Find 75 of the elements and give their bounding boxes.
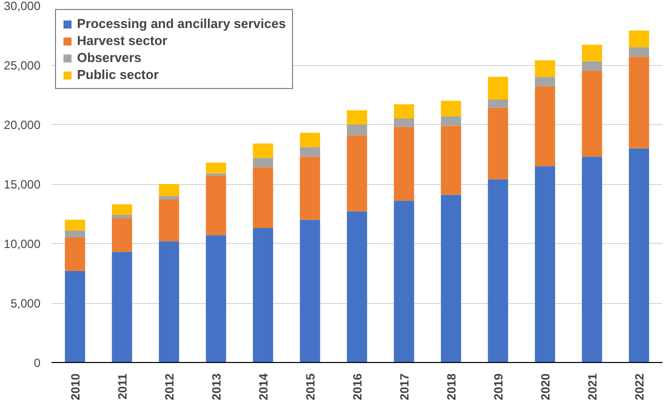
x-tick-label: 2018 (444, 373, 458, 400)
bar (206, 162, 226, 174)
bar (394, 118, 414, 127)
bar (628, 30, 650, 48)
bar (534, 60, 556, 77)
bar (158, 241, 180, 362)
bar (300, 156, 320, 220)
x-tick-label: 2020 (538, 373, 552, 400)
y-tick-label: 15,000 (4, 178, 41, 192)
bar (112, 204, 132, 215)
bar (252, 228, 274, 362)
x-tick-label: 2011 (116, 373, 130, 400)
y-tick-label: 25,000 (4, 58, 41, 72)
bar (534, 166, 556, 362)
x-tick-label: 2017 (398, 373, 412, 400)
x-tick-label: 2015 (304, 373, 318, 400)
bar (252, 144, 274, 158)
bar (582, 70, 602, 157)
x-tick-label: 2010 (68, 373, 82, 400)
bar (440, 116, 462, 126)
bar (64, 238, 86, 271)
legend-label: Observers (77, 50, 142, 65)
bar (64, 220, 86, 230)
bar (440, 100, 462, 116)
bar (346, 124, 368, 136)
legend-label: Processing and ancillary services (77, 16, 286, 31)
legend-label: Public sector (77, 67, 159, 82)
bar (394, 104, 414, 119)
legend-label: Harvest sector (77, 33, 168, 48)
y-tick-label: 20,000 (4, 118, 41, 132)
bar (628, 148, 650, 362)
x-tick-label: 2014 (256, 373, 270, 400)
bar (534, 76, 556, 86)
bar (158, 184, 180, 196)
bar (206, 176, 226, 236)
bar (252, 167, 274, 228)
bar (628, 47, 650, 57)
bar (394, 200, 414, 362)
bar (252, 158, 274, 168)
bar (346, 211, 368, 362)
bar (300, 132, 320, 148)
bar (488, 108, 508, 180)
bar (112, 214, 132, 219)
x-tick-label: 2012 (162, 373, 176, 400)
bar (112, 218, 132, 252)
bar (112, 252, 132, 362)
bar (158, 199, 180, 242)
x-tick-label: 2019 (492, 373, 506, 400)
bar (582, 156, 602, 362)
bar (488, 179, 508, 362)
bar (488, 76, 508, 100)
bar (346, 135, 368, 212)
bar (300, 147, 320, 157)
y-tick-label: 0 (34, 356, 41, 370)
y-tick-label: 5,000 (10, 296, 41, 310)
bar (582, 61, 602, 71)
bar (300, 220, 320, 362)
bar (158, 196, 180, 200)
bar (64, 270, 86, 362)
x-tick-label: 2016 (350, 373, 364, 400)
bar (534, 86, 556, 166)
x-tick-label: 2022 (632, 373, 646, 400)
bar (440, 194, 462, 362)
bar (488, 100, 508, 108)
y-tick-label: 30,000 (4, 0, 41, 13)
bar (64, 230, 86, 238)
bar (346, 110, 368, 124)
bar (394, 126, 414, 201)
bar (206, 235, 226, 362)
y-tick-label: 10,000 (4, 237, 41, 251)
bar (440, 126, 462, 195)
x-tick-label: 2013 (210, 373, 224, 400)
bar (628, 56, 650, 148)
bar (582, 44, 602, 62)
x-tick-label: 2021 (586, 373, 600, 400)
